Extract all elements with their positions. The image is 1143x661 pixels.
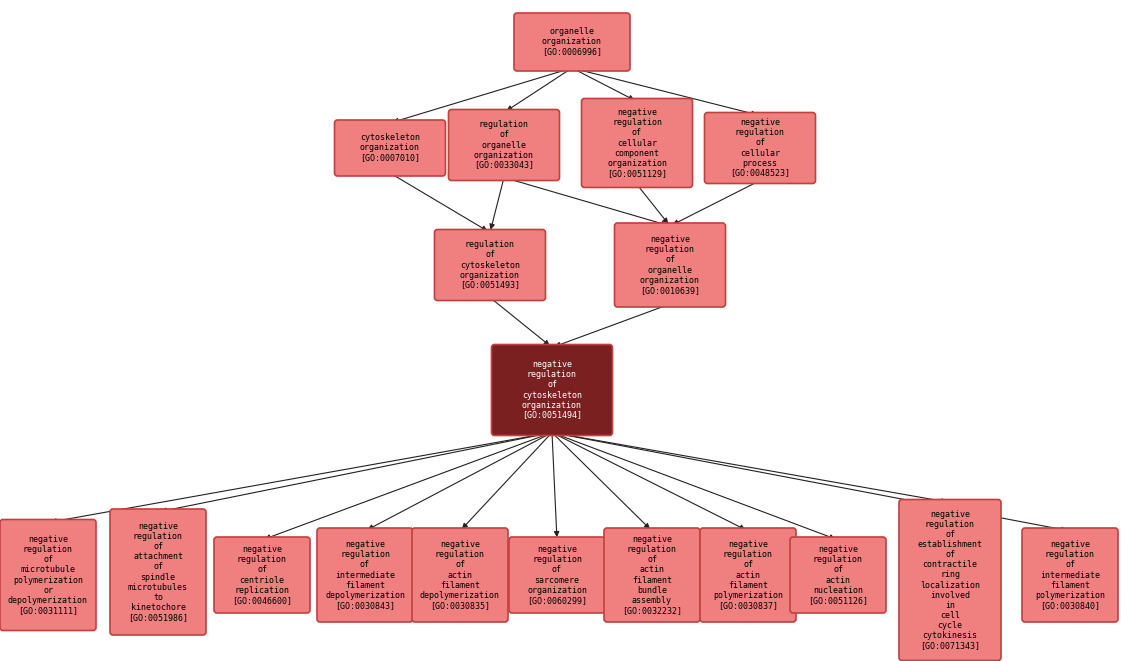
- Text: negative
regulation
of
cellular
process
[GO:0048523]: negative regulation of cellular process …: [730, 118, 790, 178]
- Text: negative
regulation
of
sarcomere
organization
[GO:0060299]: negative regulation of sarcomere organiz…: [527, 545, 588, 605]
- FancyBboxPatch shape: [604, 528, 700, 622]
- Text: negative
regulation
of
intermediate
filament
polymerization
[GO:0030840]: negative regulation of intermediate fila…: [1036, 540, 1105, 609]
- Text: regulation
of
organelle
organization
[GO:0033043]: regulation of organelle organization [GO…: [474, 120, 534, 170]
- FancyBboxPatch shape: [704, 112, 815, 184]
- Text: negative
regulation
of
microtubule
polymerization
or
depolymerization
[GO:003111: negative regulation of microtubule polym…: [8, 535, 88, 615]
- FancyBboxPatch shape: [110, 509, 206, 635]
- FancyBboxPatch shape: [214, 537, 310, 613]
- FancyBboxPatch shape: [790, 537, 886, 613]
- Text: negative
regulation
of
actin
filament
bundle
assembly
[GO:0032232]: negative regulation of actin filament bu…: [622, 535, 682, 615]
- FancyBboxPatch shape: [317, 528, 413, 622]
- FancyBboxPatch shape: [900, 500, 1001, 660]
- Text: regulation
of
cytoskeleton
organization
[GO:0051493]: regulation of cytoskeleton organization …: [459, 241, 520, 290]
- Text: negative
regulation
of
attachment
of
spindle
microtubules
to
kinetochore
[GO:005: negative regulation of attachment of spi…: [128, 522, 187, 622]
- Text: negative
regulation
of
intermediate
filament
depolymerization
[GO:0030843]: negative regulation of intermediate fila…: [325, 540, 405, 609]
- FancyBboxPatch shape: [411, 528, 507, 622]
- FancyBboxPatch shape: [509, 537, 605, 613]
- Text: negative
regulation
of
actin
filament
depolymerization
[GO:0030835]: negative regulation of actin filament de…: [419, 540, 499, 609]
- FancyBboxPatch shape: [0, 520, 96, 631]
- Text: negative
regulation
of
centriole
replication
[GO:0046600]: negative regulation of centriole replica…: [232, 545, 291, 605]
- Text: negative
regulation
of
cellular
component
organization
[GO:0051129]: negative regulation of cellular componen…: [607, 108, 668, 178]
- Text: negative
regulation
of
establishment
of
contractile
ring
localization
involved
i: negative regulation of establishment of …: [918, 510, 983, 650]
- FancyBboxPatch shape: [434, 229, 545, 301]
- FancyBboxPatch shape: [1022, 528, 1118, 622]
- FancyBboxPatch shape: [615, 223, 726, 307]
- Text: organelle
organization
[GO:0006996]: organelle organization [GO:0006996]: [542, 28, 602, 57]
- Text: negative
regulation
of
organelle
organization
[GO:0010639]: negative regulation of organelle organiz…: [640, 235, 700, 295]
- FancyBboxPatch shape: [514, 13, 630, 71]
- FancyBboxPatch shape: [582, 98, 693, 188]
- FancyBboxPatch shape: [448, 110, 560, 180]
- FancyBboxPatch shape: [491, 344, 613, 436]
- Text: negative
regulation
of
cytoskeleton
organization
[GO:0051494]: negative regulation of cytoskeleton orga…: [522, 360, 582, 420]
- Text: cytoskeleton
organization
[GO:0007010]: cytoskeleton organization [GO:0007010]: [360, 134, 419, 163]
- Text: negative
regulation
of
actin
filament
polymerization
[GO:0030837]: negative regulation of actin filament po…: [713, 540, 783, 609]
- Text: negative
regulation
of
actin
nucleation
[GO:0051126]: negative regulation of actin nucleation …: [808, 545, 868, 605]
- FancyBboxPatch shape: [700, 528, 796, 622]
- FancyBboxPatch shape: [335, 120, 446, 176]
